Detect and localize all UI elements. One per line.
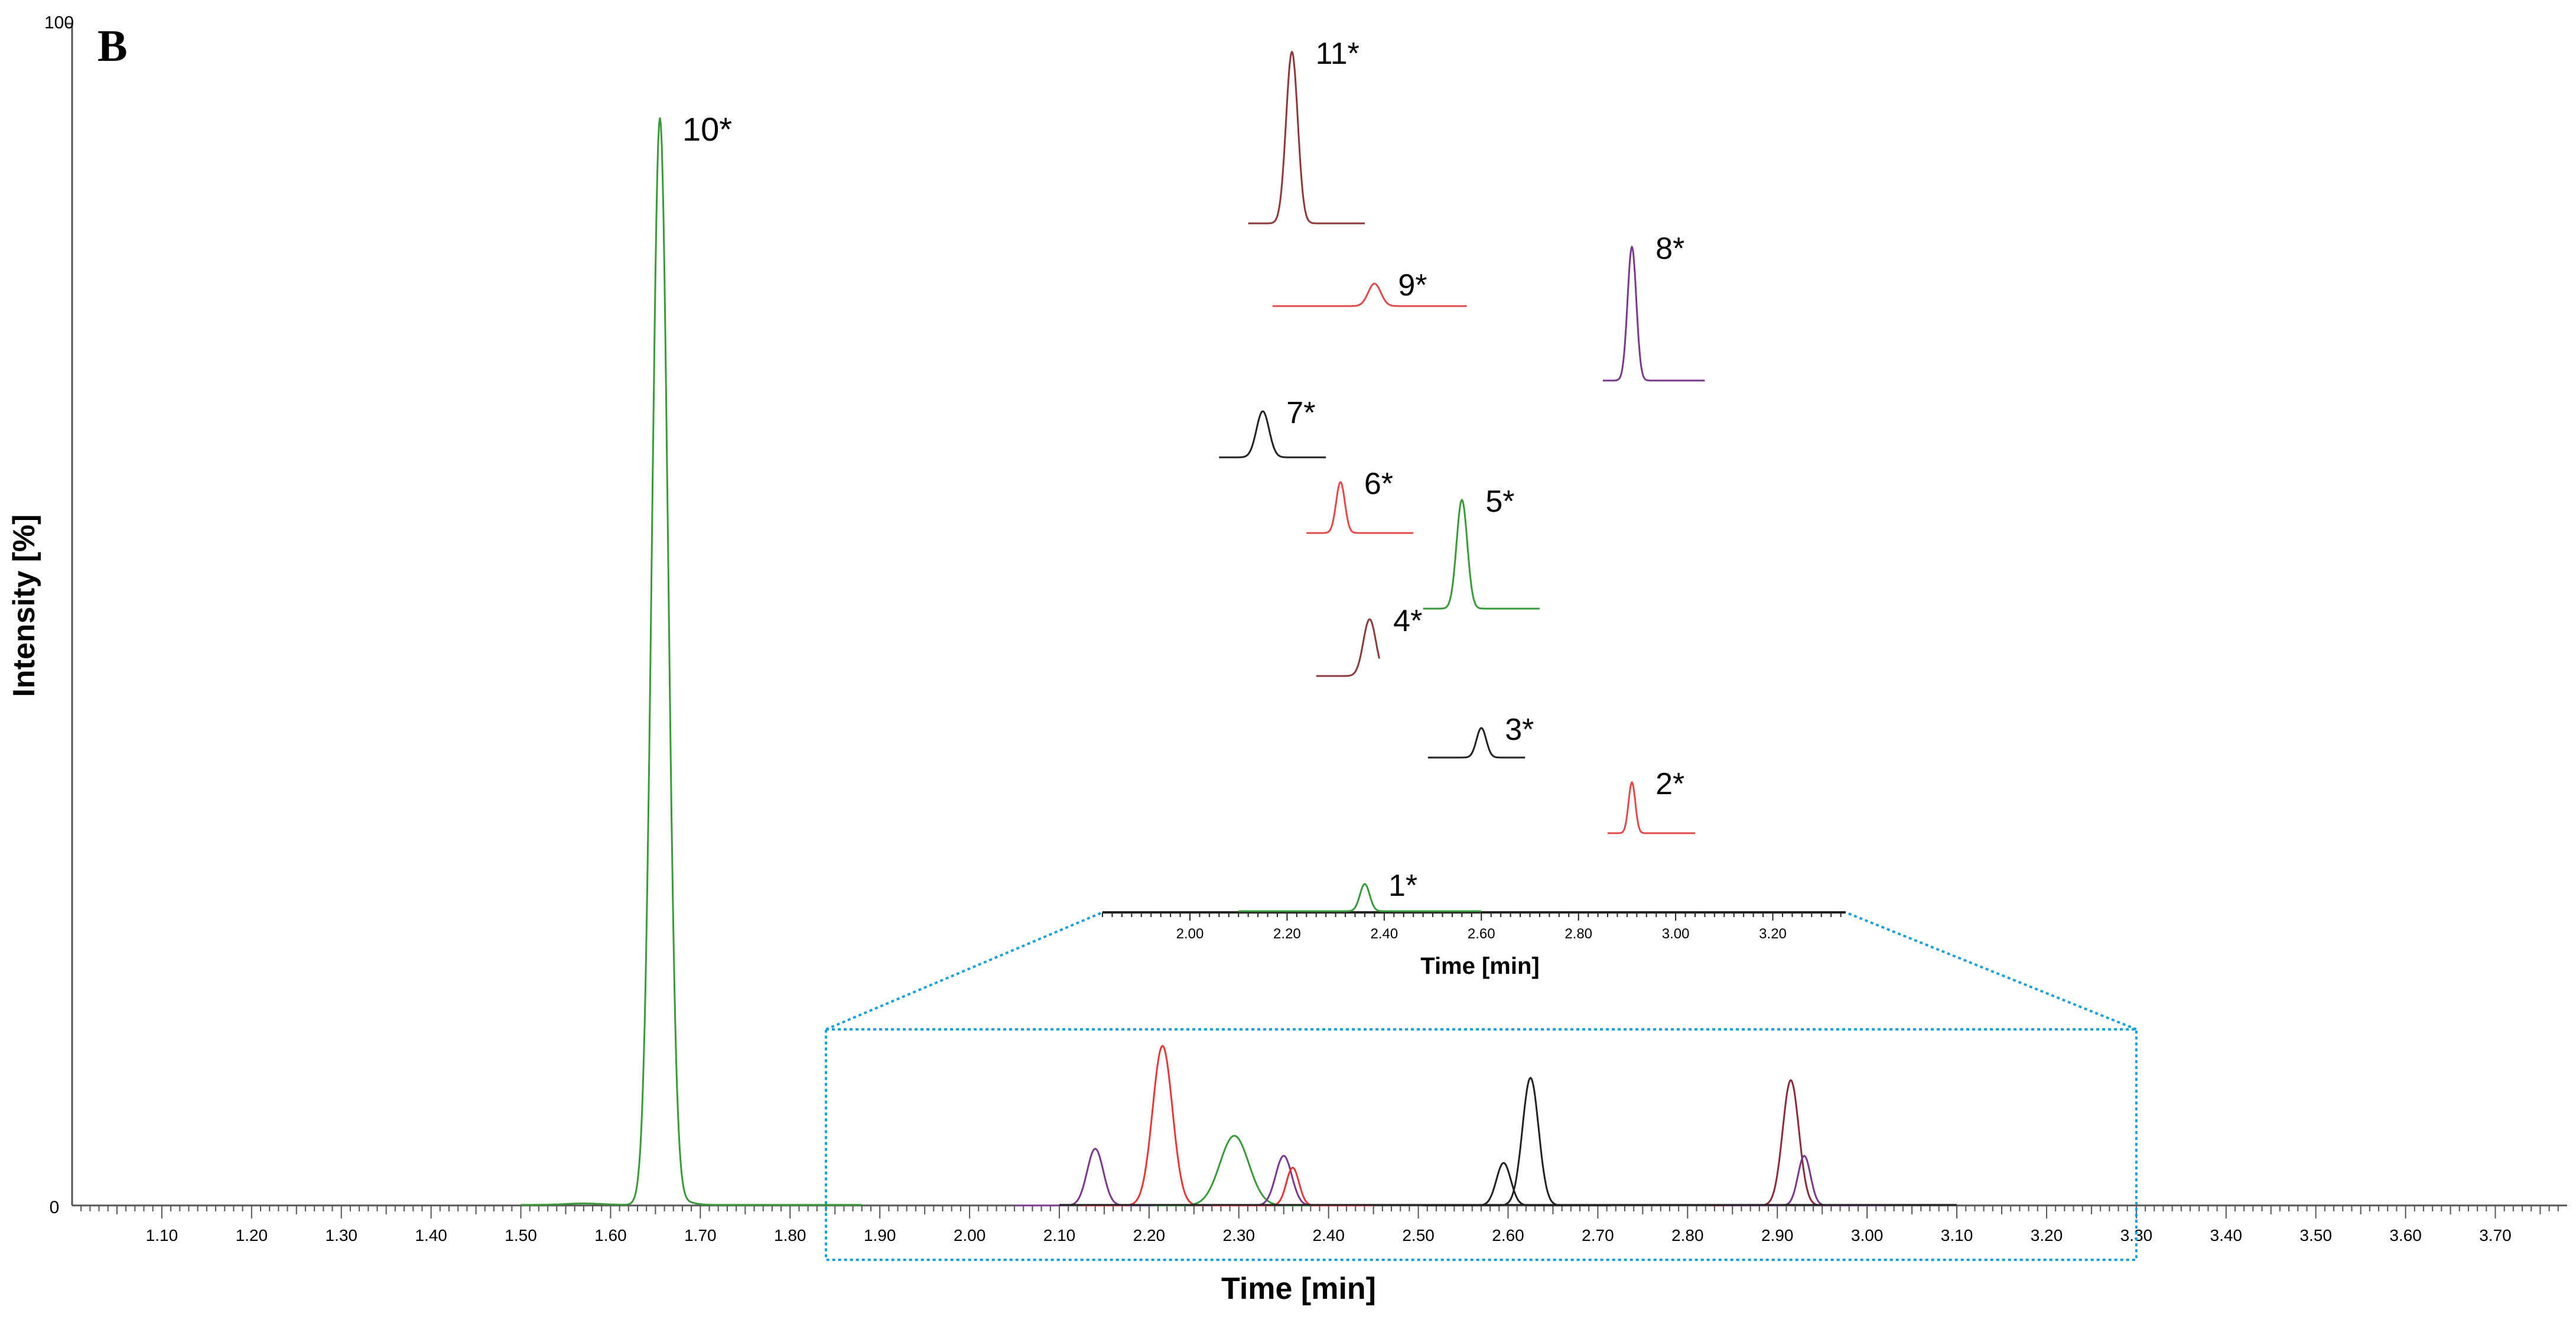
peak-label-2: 2* xyxy=(1655,767,1684,801)
x-tick-label: 3.60 xyxy=(2389,1226,2422,1244)
x-tick-label: 2.30 xyxy=(1223,1226,1256,1244)
x-tick-label: 2.70 xyxy=(1582,1226,1614,1244)
x-tick-label: 2.50 xyxy=(1402,1226,1435,1244)
stacked-peak-3 xyxy=(1427,727,1526,759)
y-tick-label-0: 0 xyxy=(50,1198,60,1217)
x-tick-label: 2.60 xyxy=(1492,1226,1524,1244)
x-tick-label: 2.90 xyxy=(1761,1226,1794,1244)
inset-tick-label: 2.60 xyxy=(1468,926,1495,942)
stacked-peaks: 11* 9* 8* 7* 6* 5* 4* 3* 2* 1* xyxy=(1219,37,1705,912)
x-tick-label: 3.00 xyxy=(1851,1226,1884,1244)
overlay-peak-0 xyxy=(1014,1148,1176,1207)
x-tick-label: 1.90 xyxy=(864,1226,896,1244)
zoom-guide-right xyxy=(1845,911,2137,1031)
peak-label-7: 7* xyxy=(1286,396,1315,430)
panel-label: B xyxy=(97,21,128,71)
x-tick-label: 2.40 xyxy=(1312,1226,1345,1244)
overlay-peak-5 xyxy=(1423,1162,1585,1207)
x-tick-label: 3.20 xyxy=(2031,1226,2063,1244)
peak-label-1: 1* xyxy=(1388,869,1417,903)
x-tick-label: 3.40 xyxy=(2210,1226,2243,1244)
y-axis-title: Intensity [%] xyxy=(7,514,41,697)
inset-tick-label: 3.00 xyxy=(1662,926,1690,942)
inset-tick-label: 2.20 xyxy=(1273,926,1301,942)
stacked-peak-4 xyxy=(1316,618,1381,677)
y-tick-label-100: 100 xyxy=(44,13,74,32)
peak-label-3: 3* xyxy=(1505,713,1534,747)
zoom-rectangle xyxy=(825,1028,2138,1261)
x-tick-label: 1.70 xyxy=(684,1226,717,1244)
x-tick-label: 1.20 xyxy=(236,1226,268,1244)
x-axis-title: Time [min] xyxy=(1221,1272,1376,1306)
x-tick-label: 3.30 xyxy=(2120,1226,2153,1244)
overlay-peak-8 xyxy=(1723,1155,1885,1207)
peak-label-5: 5* xyxy=(1485,485,1514,519)
stacked-peak-9 xyxy=(1272,282,1467,307)
x-tick-label: 3.10 xyxy=(1941,1226,1973,1244)
x-tick-label: 1.10 xyxy=(146,1226,178,1244)
x-tick-label: 1.80 xyxy=(774,1226,806,1244)
peak-label-9: 9* xyxy=(1398,268,1427,303)
x-tick-label: 1.60 xyxy=(594,1226,627,1244)
main-series xyxy=(521,117,862,1206)
stacked-peak-2 xyxy=(1608,781,1695,834)
main-peak-label: 10* xyxy=(682,110,732,148)
x-tick-label: 2.20 xyxy=(1133,1226,1166,1244)
x-ticks xyxy=(80,1205,2559,1218)
x-tick-label: 2.10 xyxy=(1043,1226,1076,1244)
overlay-peak-4 xyxy=(1212,1166,1374,1207)
x-tick-label: 2.80 xyxy=(1671,1226,1704,1244)
inset-tick-label: 3.20 xyxy=(1759,926,1787,942)
x-tick-label: 1.30 xyxy=(325,1226,357,1244)
x-tick-label: 1.50 xyxy=(505,1226,537,1244)
stacked-peak-1 xyxy=(1238,883,1482,912)
x-tick-label: 1.40 xyxy=(415,1226,447,1244)
inset-axis-title: Time [min] xyxy=(1420,953,1540,979)
peak-label-11: 11* xyxy=(1316,37,1359,71)
overlay-peak-3 xyxy=(1203,1155,1365,1207)
stacked-peak-8 xyxy=(1602,245,1705,382)
stacked-peak-5 xyxy=(1423,498,1540,610)
zoom-box xyxy=(825,911,2138,1261)
zoom-guide-left xyxy=(825,911,1103,1031)
inset-tick-label: 2.00 xyxy=(1176,926,1204,942)
overlay-peak-7 xyxy=(1710,1079,1872,1207)
peak-label-6: 6* xyxy=(1364,467,1393,501)
x-tick-label: 2.00 xyxy=(954,1226,986,1244)
inset-axis: 2.00 2.20 2.40 2.60 2.80 3.00 3.20 xyxy=(1102,911,1846,942)
stacked-peak-11 xyxy=(1248,50,1365,225)
overlay-peaks xyxy=(1014,1045,1957,1207)
x-tick-labels: 1.10 1.20 1.30 1.40 1.50 1.60 1.70 1.80 1.90 2.00… xyxy=(146,1226,2512,1244)
stacked-peak-7 xyxy=(1219,410,1326,459)
overlay-peak-6 xyxy=(1449,1077,1612,1207)
peak-label-8: 8* xyxy=(1655,232,1684,266)
peak-label-4: 4* xyxy=(1393,604,1422,638)
inset-tick-label: 2.40 xyxy=(1370,926,1398,942)
series-line-10 xyxy=(521,117,862,1206)
inset-tick-label: 2.80 xyxy=(1565,926,1592,942)
x-tick-label: 3.70 xyxy=(2479,1226,2512,1244)
x-tick-label: 3.50 xyxy=(2299,1226,2332,1244)
stacked-peak-6 xyxy=(1306,481,1414,534)
